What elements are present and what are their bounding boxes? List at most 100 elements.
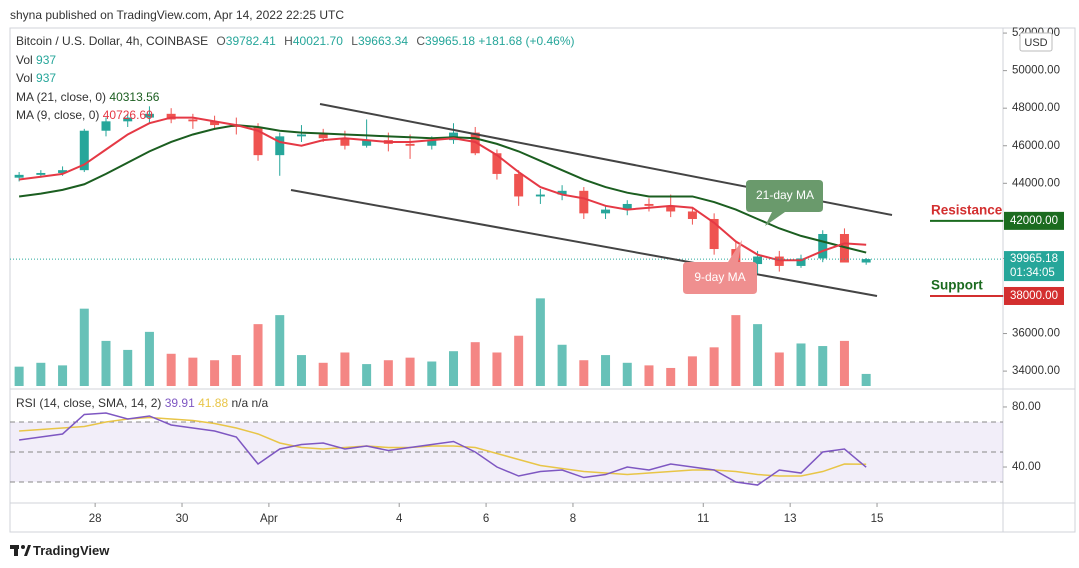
ma-value: 40313.56: [109, 89, 160, 104]
frame: [9, 27, 1076, 533]
y-tick-label: 44000.00: [1012, 177, 1060, 189]
volume-bar: [622, 362, 632, 386]
x-tick-label: 11: [697, 513, 709, 525]
volume-bar: [318, 362, 328, 386]
volume-bar: [470, 342, 480, 386]
x-tick-label: 28: [89, 513, 102, 525]
candle-body: [535, 194, 545, 197]
rsi-name: RSI (14, close, SMA, 14, 2): [16, 396, 162, 410]
candle-body: [427, 140, 437, 146]
candle-body: [557, 190, 567, 195]
ohlc-prefix: L: [351, 34, 358, 48]
ohlc-value: 39663.34: [357, 34, 408, 48]
x-tick-label: Apr: [260, 513, 278, 525]
x-tick-label: 4: [396, 513, 403, 525]
candle-body: [622, 203, 632, 210]
volume-bar: [579, 360, 589, 386]
volume-bar: [362, 364, 372, 386]
ohlc-value: 39965.18: [425, 34, 476, 48]
legend-row: Vol 937: [16, 69, 575, 88]
volume-value: 937: [36, 71, 57, 85]
volume-bar: [123, 349, 133, 386]
x-tick-label: 6: [483, 513, 489, 525]
volume-bar: [666, 367, 676, 386]
callout-box: [683, 240, 757, 294]
price-timer: 01:34:05: [1010, 267, 1055, 279]
volume-bar: [449, 351, 459, 386]
volume-bar: [731, 315, 741, 386]
ma-name: MA (21, close, 0): [16, 89, 107, 104]
legend-row: MA (9, close, 0) 40726.69: [16, 106, 575, 125]
candle-body: [687, 211, 697, 219]
x-tick-label: 30: [176, 513, 189, 525]
callout: 21-day MA: [746, 180, 823, 226]
candle-body: [36, 172, 46, 175]
logo-part: [14, 545, 18, 556]
volume-bar: [796, 343, 806, 386]
y-tick-label: 48000.00: [1012, 102, 1060, 114]
moving-average: [18, 116, 867, 262]
ma-value: 40726.69: [102, 108, 153, 122]
volume-bar: [210, 360, 220, 386]
candle-body: [362, 140, 372, 146]
ohlc-prefix: O: [216, 34, 226, 48]
candle-body: [210, 121, 220, 126]
volume-bar: [753, 324, 763, 386]
candle-body: [753, 256, 763, 265]
volume-bar: [275, 315, 285, 386]
rsi-sma-line: [19, 416, 867, 477]
candle-body: [818, 234, 828, 259]
rsi-tick-label: 40.00: [1012, 461, 1041, 473]
volume-bar: [644, 365, 654, 386]
volume-bar: [14, 366, 24, 386]
candle-body: [709, 218, 719, 250]
candle-body: [796, 258, 806, 266]
candle-body: [666, 205, 676, 212]
rsi-line: [19, 412, 867, 486]
ohlc-prefix: C: [416, 34, 426, 48]
volume-bar: [427, 361, 437, 386]
level-label: 42000.00: [1010, 215, 1058, 227]
volume-bar: [709, 347, 719, 386]
logo-part: [21, 545, 25, 549]
candle-body: [318, 134, 328, 139]
change: +181.68 (+0.46%): [478, 34, 575, 48]
candle-body: [79, 130, 89, 171]
rsi-extra: n/a: [251, 396, 269, 410]
volume-bar: [58, 365, 68, 386]
volume-bar: [231, 355, 241, 386]
legend-row: Vol 937: [16, 51, 575, 70]
volume-bar: [405, 357, 415, 386]
volume-bar: [514, 335, 524, 386]
volume-bar: [774, 352, 784, 386]
candle-body: [839, 234, 849, 263]
currency: USD: [1024, 37, 1047, 49]
rsi-legend: RSI (14, close, SMA, 14, 2) 39.91 41.88 …: [16, 394, 268, 413]
volume-bar: [557, 344, 567, 386]
candle-body: [579, 190, 589, 214]
volume-bar: [687, 356, 697, 386]
volume-bar: [144, 331, 154, 386]
volume-bar: [253, 324, 263, 386]
volume-bar: [188, 357, 198, 386]
logo: [10, 545, 31, 556]
candle-body: [644, 203, 654, 206]
price-label-box: [1004, 251, 1064, 282]
candle-body: [861, 259, 871, 263]
volume-bar: [601, 355, 611, 386]
candle-body: [253, 126, 263, 156]
channel-line: [290, 189, 878, 297]
brand: TradingView: [33, 543, 110, 558]
volume-value: 937: [36, 52, 57, 67]
candle-body: [58, 170, 68, 173]
candle-body: [492, 153, 502, 174]
volume-bar: [535, 298, 545, 386]
y-tick-label: 46000.00: [1012, 140, 1060, 152]
candle-body: [601, 209, 611, 214]
candle-body: [123, 117, 133, 122]
volume-bar: [340, 352, 350, 386]
candle-body: [340, 138, 350, 146]
publisher: shyna published on TradingView.com, Apr …: [10, 8, 344, 22]
